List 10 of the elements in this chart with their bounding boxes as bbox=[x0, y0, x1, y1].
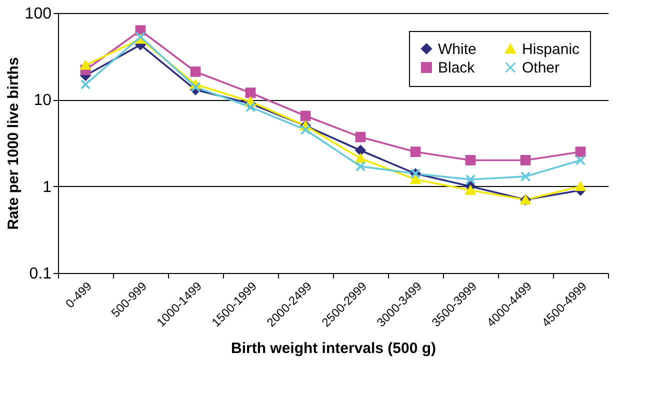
y-tick-label: 10 bbox=[34, 92, 52, 110]
x-axis-title: Birth weight intervals (500 g) bbox=[230, 340, 436, 357]
legend-label: White bbox=[438, 40, 476, 58]
y-axis-title: Rate per 1000 live births bbox=[4, 57, 22, 230]
legend-label: Other bbox=[522, 60, 560, 76]
legend-label: Black bbox=[438, 60, 476, 76]
y-tick-label: 1 bbox=[42, 178, 52, 196]
y-tick-label: 100 bbox=[24, 6, 52, 22]
legend-label: Hispanic bbox=[522, 40, 580, 58]
y-tick-label: 0.1 bbox=[29, 266, 52, 282]
